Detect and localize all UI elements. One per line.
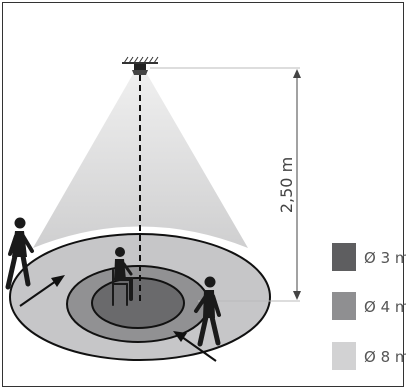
zone-3m xyxy=(91,277,185,329)
walking-person-left-icon xyxy=(5,217,34,290)
legend-swatch-8m xyxy=(332,342,356,370)
legend: Ø 3 m Ø 4 m Ø 8 m xyxy=(332,243,406,370)
seated-person-icon xyxy=(112,247,133,306)
motion-sensor-icon xyxy=(132,64,148,75)
movement-arrow-left-icon xyxy=(19,275,65,307)
legend-label-4m: Ø 4 m xyxy=(364,298,406,316)
movement-arrow-right-icon xyxy=(173,331,217,362)
height-label: 2,50 m xyxy=(277,157,296,213)
ceiling-mount-icon xyxy=(122,56,159,64)
legend-label-3m: Ø 3 m xyxy=(364,249,406,267)
legend-label-8m: Ø 8 m xyxy=(364,348,406,366)
legend-swatch-3m xyxy=(332,243,356,271)
legend-swatch-4m xyxy=(332,292,356,320)
walking-person-right-icon xyxy=(194,276,221,347)
